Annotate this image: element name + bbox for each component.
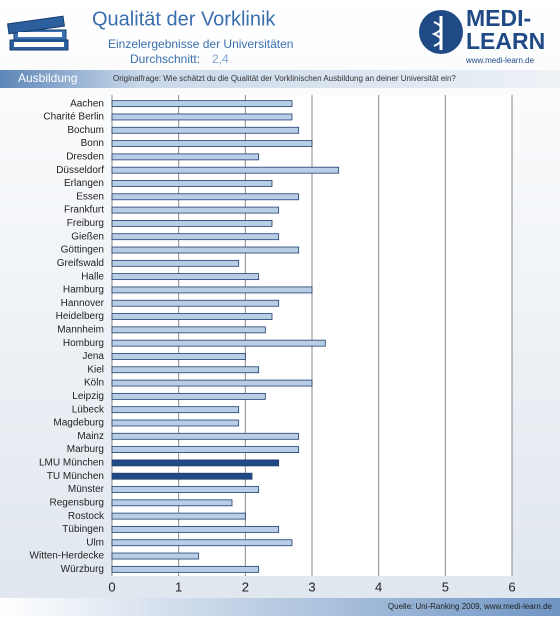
- title: Qualität der Vorklinik: [92, 8, 276, 30]
- bar: [111, 486, 260, 493]
- y-tick-label: Düsseldorf: [56, 165, 104, 176]
- y-tick-label: Essen: [76, 191, 104, 202]
- y-tick-label: Homburg: [63, 338, 104, 349]
- y-tick-label: Leipzig: [72, 391, 104, 402]
- bar: [111, 126, 300, 134]
- y-tick-label: Göttingen: [61, 245, 104, 256]
- bar: [111, 313, 273, 320]
- bar: [111, 140, 313, 147]
- bar: [111, 193, 300, 201]
- bar: [111, 565, 260, 573]
- bar: [111, 379, 313, 387]
- y-tick-label: Hannover: [61, 298, 105, 309]
- x-tick-label: 1: [175, 579, 182, 594]
- y-tick-label: Mannheim: [57, 324, 104, 335]
- x-tick-label: 3: [308, 579, 315, 594]
- books-icon: [7, 15, 69, 51]
- y-tick-label: Freiburg: [67, 218, 104, 229]
- y-tick-label: Aachen: [70, 98, 104, 109]
- bar: [111, 366, 260, 374]
- y-tick-label: Marburg: [67, 444, 104, 455]
- bar: [111, 246, 300, 254]
- y-tick-label: Köln: [84, 378, 104, 389]
- y-tick-label: Ulm: [86, 537, 104, 548]
- bar: [111, 406, 240, 414]
- x-tick-label: 6: [508, 579, 515, 594]
- bar: [111, 459, 280, 467]
- bar: [111, 392, 266, 400]
- bar: [111, 432, 300, 440]
- bar: [111, 259, 240, 267]
- y-tick-label: Greifswald: [57, 258, 104, 269]
- y-tick-label: Regensburg: [50, 497, 104, 508]
- bar: [111, 512, 246, 520]
- bar: [111, 180, 273, 187]
- y-tick-label: Mainz: [77, 431, 104, 442]
- y-tick-label: Dresden: [66, 152, 104, 163]
- section-label: Ausbildung: [18, 71, 77, 85]
- y-tick-label: Magdeburg: [53, 418, 104, 429]
- logo-url: www.medi-learn.de: [465, 56, 535, 65]
- bar: [111, 299, 280, 307]
- bar: [111, 526, 280, 533]
- bar: [111, 286, 313, 294]
- y-tick-label: Jena: [82, 351, 104, 362]
- average-value: 2,4: [212, 52, 229, 66]
- y-tick-label: Heidelberg: [56, 311, 104, 322]
- bar: [111, 206, 280, 214]
- y-tick-label: Münster: [68, 484, 105, 495]
- bar: [111, 339, 326, 347]
- bar: [111, 166, 340, 174]
- logo: [419, 10, 463, 54]
- y-tick-label: LMU München: [39, 458, 104, 469]
- x-tick-label: 0: [108, 579, 115, 594]
- y-tick-label: Erlangen: [64, 178, 104, 189]
- y-tick-label: Charité Berlin: [43, 112, 104, 123]
- x-tick-label: 2: [242, 579, 249, 594]
- average-label: Durchschnitt:: [130, 52, 200, 66]
- bar: [111, 153, 260, 161]
- bar: [111, 499, 233, 507]
- footer-band: [0, 598, 560, 616]
- bar: [111, 233, 280, 241]
- x-tick-label: 5: [442, 579, 449, 594]
- y-tick-label: Gießen: [71, 231, 104, 242]
- y-tick-label: TU München: [47, 471, 104, 482]
- bar: [111, 100, 293, 108]
- bar: [111, 113, 293, 121]
- bar: [111, 539, 293, 547]
- source: Quelle: Uni-Ranking 2009, www.medi-learn…: [388, 602, 553, 611]
- bar: [111, 326, 266, 334]
- subtitle: Einzelergebnisse der Universitäten: [108, 37, 293, 51]
- bar: [111, 446, 300, 453]
- y-tick-label: Würzburg: [61, 564, 104, 575]
- y-tick-label: Tübingen: [62, 524, 104, 535]
- x-tick-label: 4: [375, 579, 382, 594]
- bar: [111, 552, 200, 560]
- question: Originalfrage: Wie schätzt du die Qualit…: [113, 74, 456, 83]
- y-tick-label: Halle: [81, 271, 104, 282]
- bar: [111, 419, 240, 427]
- y-tick-label: Hamburg: [63, 285, 104, 296]
- y-tick-label: Witten-Herdecke: [30, 551, 105, 562]
- logo-bottom: LEARN: [466, 28, 545, 54]
- y-tick-label: Rostock: [68, 511, 105, 522]
- bar: [111, 353, 246, 360]
- y-tick-label: Bonn: [81, 138, 104, 149]
- bar: [111, 472, 253, 480]
- y-tick-label: Kiel: [87, 364, 104, 375]
- logo-top: MEDI-: [466, 5, 531, 31]
- y-tick-label: Bochum: [67, 125, 104, 136]
- section-band: [0, 70, 560, 88]
- y-tick-label: Frankfurt: [64, 205, 104, 216]
- bar: [111, 273, 260, 281]
- bar: [111, 220, 273, 227]
- y-tick-label: Lübeck: [72, 404, 105, 415]
